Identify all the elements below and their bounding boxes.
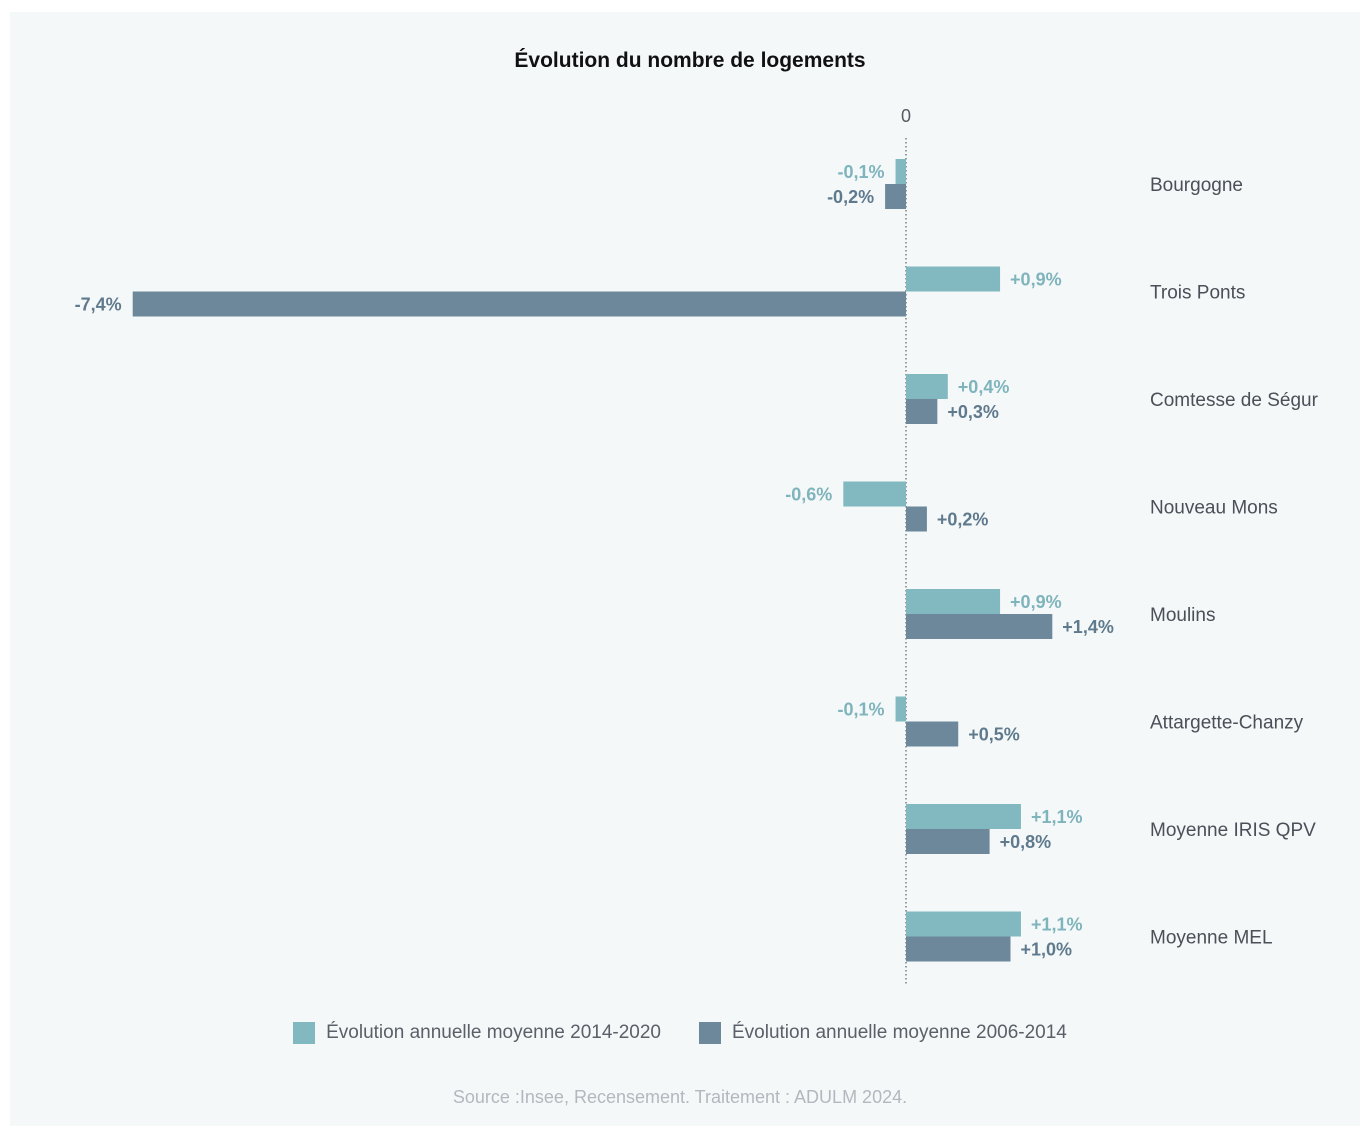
data-label-moyenne-iris-qpv-series-2: +0,8% [1000, 832, 1052, 852]
category-label-bourgogne: Bourgogne [1150, 175, 1243, 196]
bar-trois-ponts-series-2 [132, 291, 906, 317]
bar-bourgogne-series-1 [895, 159, 906, 184]
bar-moyenne-mel-series-2 [906, 936, 1011, 962]
bar-nouveau-mons-series-2 [906, 506, 927, 532]
data-label-moyenne-iris-qpv-series-1: +1,1% [1031, 807, 1083, 827]
legend-label-2014-2020: Évolution annuelle moyenne 2014-2020 [326, 1022, 661, 1043]
data-label-moulins-series-2: +1,4% [1062, 617, 1114, 637]
data-label-attargette-chanzy-series-2: +0,5% [968, 725, 1020, 745]
category-label-moyenne-mel: Moyenne MEL [1150, 928, 1273, 949]
data-label-moyenne-mel-series-1: +1,1% [1031, 915, 1083, 935]
category-label-comtesse-de-segur: Comtesse de Ségur [1150, 390, 1319, 411]
data-label-nouveau-mons-series-1: -0,6% [785, 485, 832, 505]
legend-label-2006-2014: Évolution annuelle moyenne 2006-2014 [732, 1022, 1067, 1043]
bar-trois-ponts-series-1 [906, 266, 1001, 292]
bar-moyenne-mel-series-1 [906, 911, 1021, 937]
bar-moyenne-iris-qpv-series-2 [906, 829, 990, 854]
legend: Évolution annuelle moyenne 2014-2020 Évo… [0, 1022, 1360, 1044]
legend-item-2006-2014: Évolution annuelle moyenne 2006-2014 [699, 1022, 1067, 1044]
data-label-comtesse-de-segur-series-1: +0,4% [958, 377, 1010, 397]
data-label-moyenne-mel-series-2: +1,0% [1021, 940, 1073, 960]
source-note: Source :Insee, Recensement. Traitement :… [452, 1087, 908, 1107]
data-label-nouveau-mons-series-2: +0,2% [937, 510, 989, 530]
bar-attargette-chanzy-series-2 [906, 721, 959, 747]
bar-moulins-series-2 [906, 614, 1053, 639]
category-label-nouveau-mons: Nouveau Mons [1150, 498, 1278, 519]
chart-panel [10, 12, 1360, 1126]
legend-swatch-2006-2014 [699, 1022, 721, 1044]
bar-chart: Évolution du nombre de logements 0 Bourg… [75, 49, 1319, 985]
legend-item-2014-2020: Évolution annuelle moyenne 2014-2020 [293, 1022, 661, 1044]
data-label-comtesse-de-segur-series-2: +0,3% [947, 402, 999, 422]
data-label-trois-ponts-series-2: -7,4% [75, 295, 122, 315]
chart-title: Évolution du nombre de logements [514, 49, 865, 72]
bar-moulins-series-1 [906, 589, 1001, 614]
bar-moyenne-iris-qpv-series-1 [906, 804, 1021, 829]
data-label-attargette-chanzy-series-1: -0,1% [838, 700, 885, 720]
category-label-attargette-chanzy: Attargette-Chanzy [1150, 713, 1304, 734]
zero-tick-label: 0 [901, 106, 911, 126]
bar-bourgogne-series-2 [885, 184, 906, 209]
bars-group: Bourgogne -0,1% -0,2% Trois Ponts +0,9% -7,4%… [75, 159, 1319, 962]
bar-nouveau-mons-series-1 [843, 481, 906, 507]
data-label-moulins-series-1: +0,9% [1010, 592, 1062, 612]
category-label-moyenne-iris-qpv: Moyenne IRIS QPV [1150, 820, 1316, 841]
data-label-bourgogne-series-2: -0,2% [827, 187, 874, 207]
category-label-moulins: Moulins [1150, 605, 1215, 626]
bar-comtesse-de-segur-series-1 [906, 374, 948, 399]
category-label-trois-ponts: Trois Ponts [1150, 283, 1245, 304]
bar-comtesse-de-segur-series-2 [906, 399, 938, 424]
data-label-bourgogne-series-1: -0,1% [838, 162, 885, 182]
bar-attargette-chanzy-series-1 [895, 696, 906, 722]
legend-swatch-2014-2020 [293, 1022, 316, 1044]
data-label-trois-ponts-series-1: +0,9% [1010, 270, 1062, 290]
